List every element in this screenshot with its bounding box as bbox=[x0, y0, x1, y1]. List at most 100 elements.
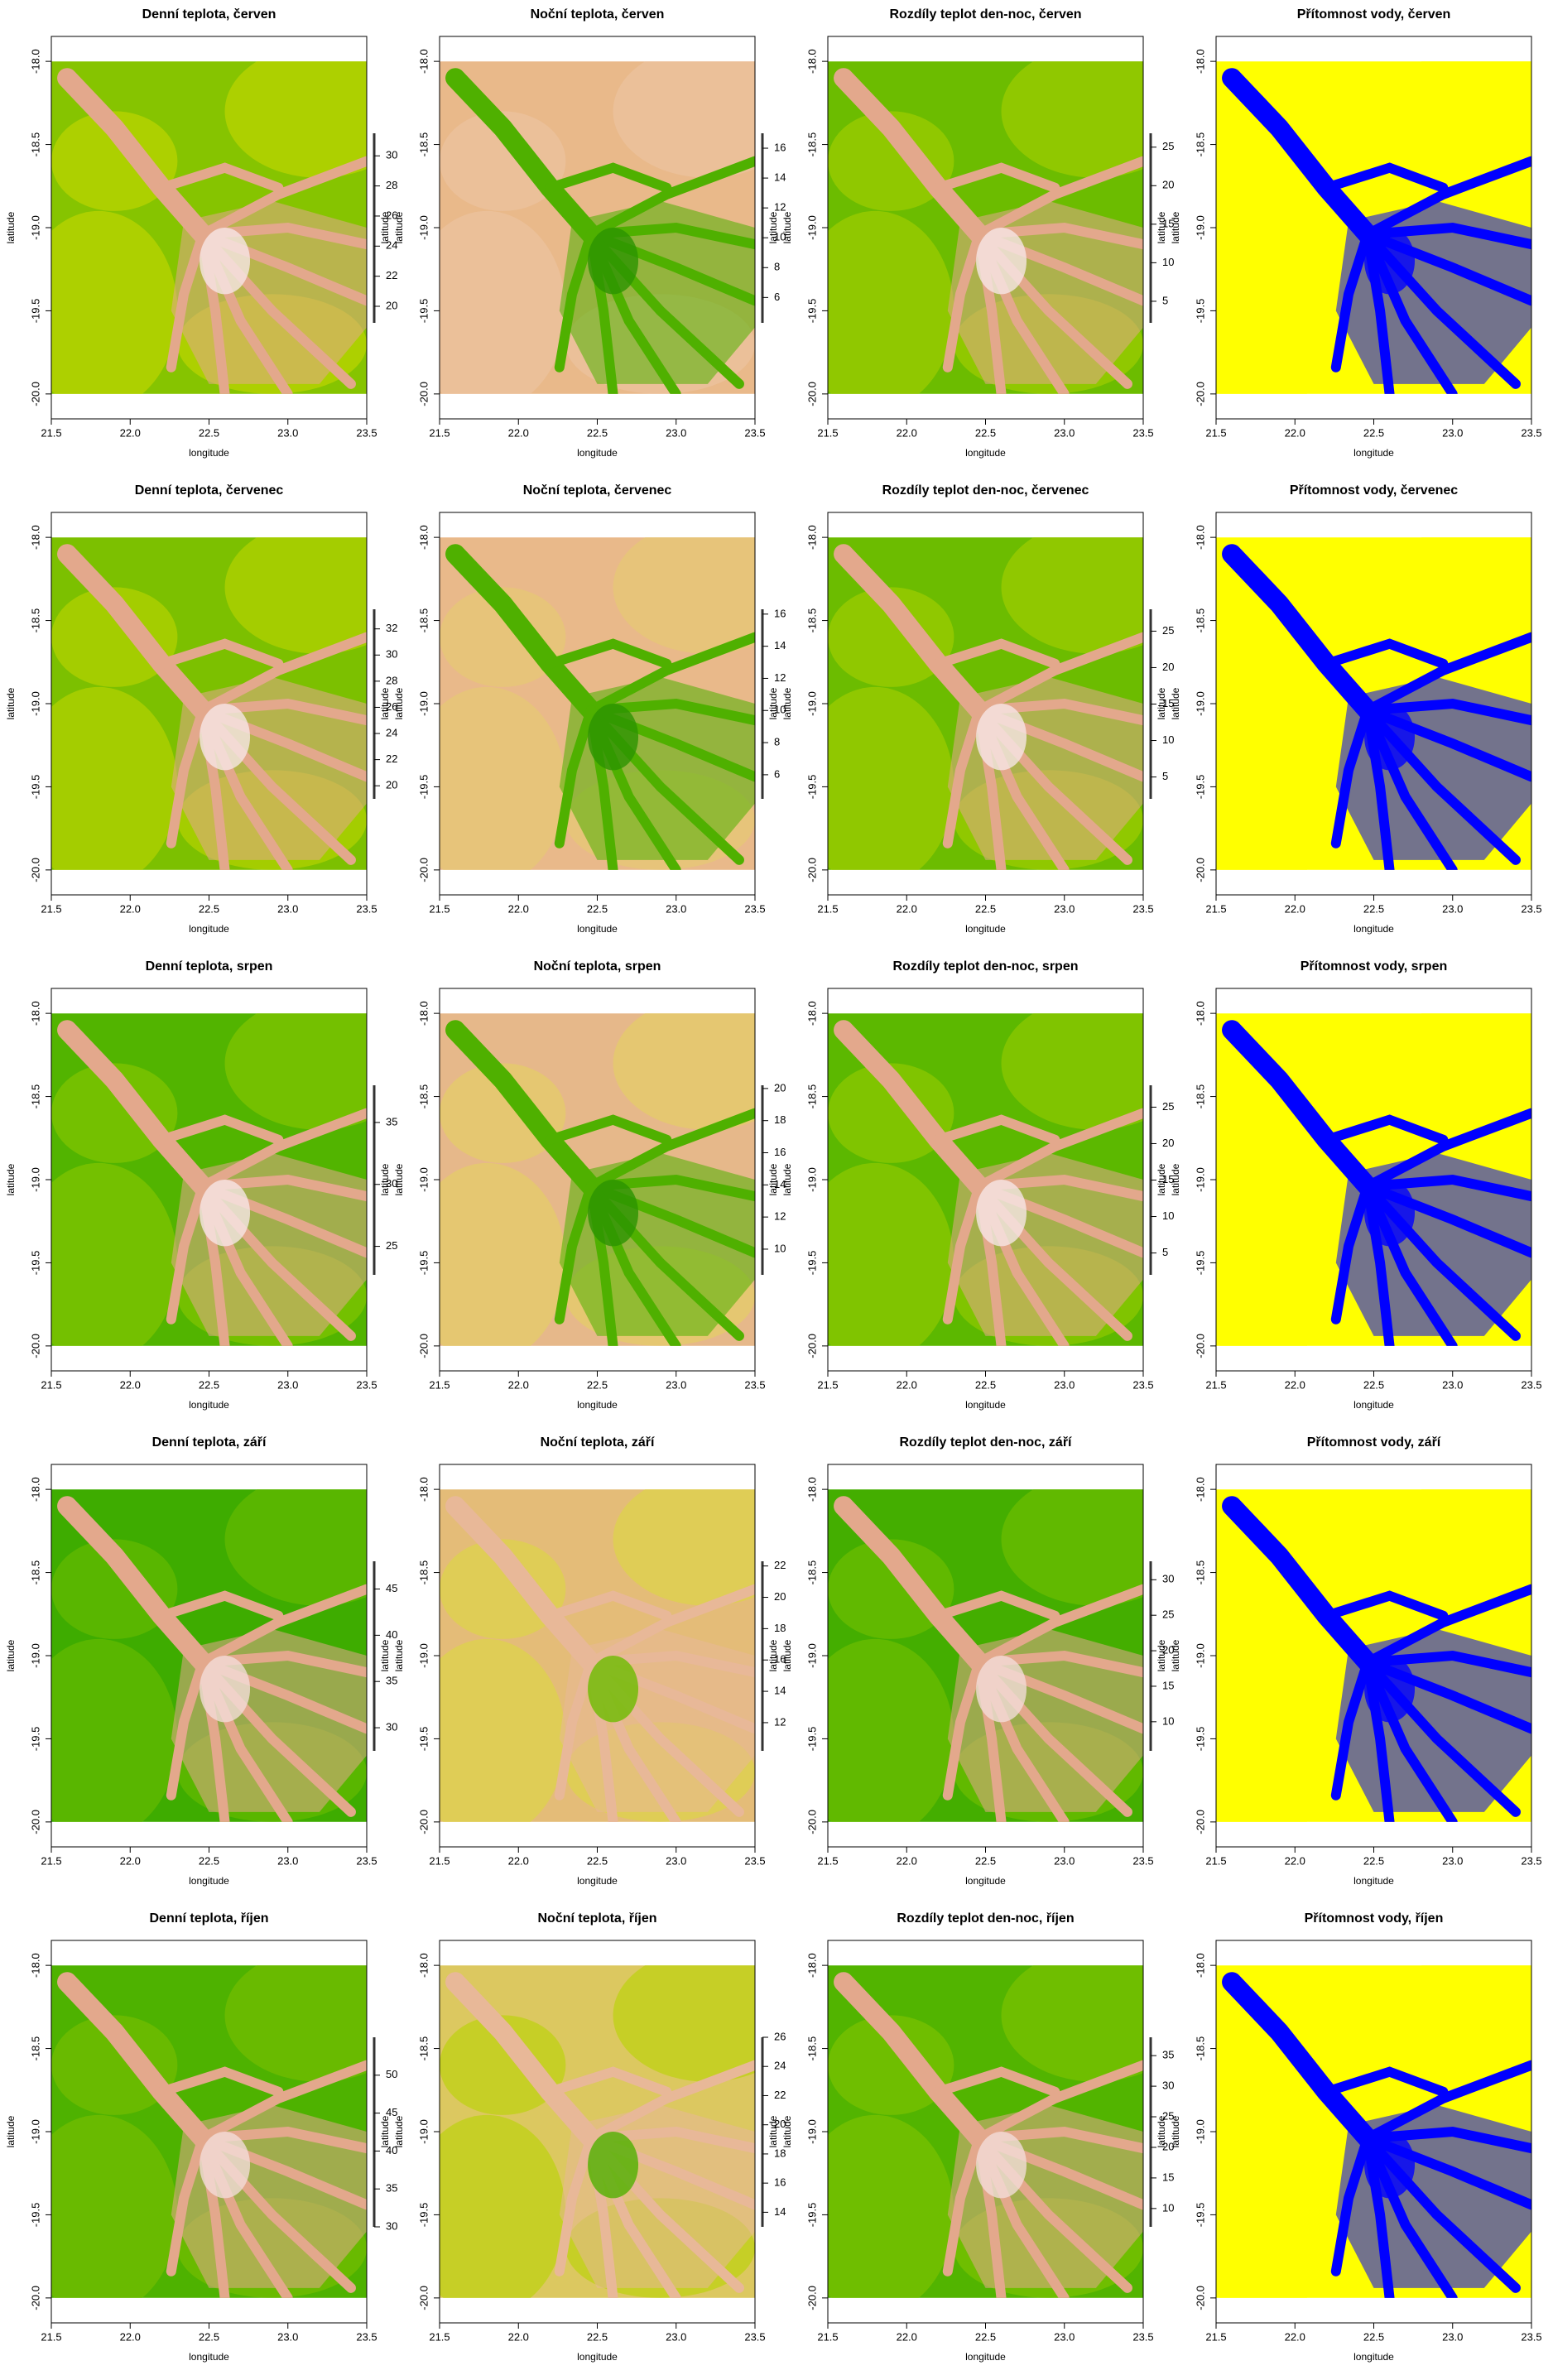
y-tick-label: -20.0 bbox=[29, 1334, 41, 1358]
colorbar-axis-label: latitude bbox=[1156, 211, 1167, 243]
y-tick-label: -19.0 bbox=[29, 2119, 41, 2144]
y-tick-label: -19.5 bbox=[1194, 775, 1206, 800]
colorbar-axis-label: latitude bbox=[767, 1163, 779, 1195]
chart-title: Denní teplota, září bbox=[152, 1435, 267, 1450]
x-tick-label: 21.5 bbox=[429, 902, 450, 915]
colorbar-axis-label: latitude bbox=[767, 2115, 779, 2147]
y-tick-label: -18.5 bbox=[29, 2036, 41, 2061]
colorbar-tick-label: 30 bbox=[1162, 2079, 1174, 2092]
chart-title: Denní teplota, červenec bbox=[135, 483, 284, 498]
raster-patch bbox=[1002, 45, 1191, 178]
x-tick-label: 22.5 bbox=[587, 1854, 608, 1867]
panel: Rozdíly teplot den-noc, říjen21.522.022.… bbox=[781, 1911, 1190, 2363]
x-tick-label: 23.5 bbox=[1521, 1378, 1541, 1391]
colorbar-tick-label: 30 bbox=[386, 648, 397, 661]
colorbar-tick-label: 10 bbox=[1162, 1714, 1174, 1727]
colorbar-tick-label: 5 bbox=[1162, 294, 1168, 306]
colorbar-tick-label: 15 bbox=[1162, 2171, 1174, 2183]
panel: Denní teplota, září21.522.022.523.023.5-… bbox=[5, 1435, 414, 1887]
colorbar-tick-label: 12 bbox=[774, 201, 786, 214]
colorbar-tick-label: 22 bbox=[386, 269, 397, 281]
x-tick-label: 23.5 bbox=[1132, 1378, 1153, 1391]
colorbar-tick-label: 25 bbox=[1162, 624, 1174, 637]
delta-core bbox=[1364, 704, 1415, 770]
x-tick-label: 23.5 bbox=[356, 902, 377, 915]
y-tick-label: -18.0 bbox=[1194, 525, 1206, 550]
y-tick-label: -18.0 bbox=[417, 49, 430, 74]
y-tick-label: -19.5 bbox=[29, 1251, 41, 1276]
x-tick-label: 23.0 bbox=[1442, 2330, 1463, 2343]
raster-patch bbox=[1185, 687, 1343, 887]
x-tick-label: 22.0 bbox=[120, 1854, 141, 1867]
x-tick-label: 23.5 bbox=[744, 1854, 765, 1867]
y-tick-label: -18.0 bbox=[805, 1477, 818, 1502]
chart-title: Denní teplota, červen bbox=[142, 7, 276, 22]
raster bbox=[408, 521, 802, 887]
colorbar-tick-label: 14 bbox=[774, 2205, 786, 2218]
y-tick-label: -19.5 bbox=[805, 2203, 818, 2228]
y-tick-label: -18.0 bbox=[1194, 49, 1206, 74]
y-tick-label: -19.5 bbox=[805, 299, 818, 324]
y-tick-label: -19.0 bbox=[805, 691, 818, 716]
colorbar-tick-label: 20 bbox=[386, 299, 397, 311]
chart-title: Noční teplota, říjen bbox=[537, 1911, 656, 1926]
chart-title: Rozdíly teplot den-noc, srpen bbox=[892, 959, 1078, 974]
figure: Denní teplota, červen 21.5 22.0 22.5 23.0 23.… bbox=[0, 0, 1553, 2380]
colorbar-tick-label: 30 bbox=[1162, 1573, 1174, 1585]
y-axis-label: latitude bbox=[5, 2115, 17, 2147]
y-tick-label: -19.0 bbox=[805, 1643, 818, 1668]
colorbar-tick-label: 6 bbox=[774, 291, 780, 303]
y-tick-label: -20.0 bbox=[1194, 1810, 1206, 1834]
x-axis-label: longitude bbox=[965, 1399, 1006, 1411]
delta-core bbox=[976, 704, 1027, 770]
y-axis-label: latitude bbox=[393, 1163, 405, 1195]
panel: Rozdíly teplot den-noc, srpen21.522.022.… bbox=[781, 959, 1190, 1411]
y-axis-label: latitude bbox=[1170, 1639, 1181, 1671]
x-tick-label: 21.5 bbox=[1205, 1854, 1226, 1867]
y-tick-label: -18.5 bbox=[417, 2036, 430, 2061]
colorbar-tick-label: 40 bbox=[386, 1628, 397, 1641]
x-tick-label: 23.5 bbox=[356, 426, 377, 439]
y-tick-label: -20.0 bbox=[1194, 858, 1206, 882]
y-tick-label: -19.5 bbox=[417, 775, 430, 800]
x-tick-label: 22.5 bbox=[199, 1378, 219, 1391]
y-tick-label: -18.5 bbox=[1194, 608, 1206, 633]
x-tick-label: 22.5 bbox=[199, 1854, 219, 1867]
y-axis-label: latitude bbox=[781, 1163, 793, 1195]
x-tick-label: 22.0 bbox=[1285, 426, 1305, 439]
raster-patch bbox=[20, 1163, 178, 1363]
y-tick-label: -18.5 bbox=[29, 1084, 41, 1109]
x-tick-label: 22.0 bbox=[120, 1378, 141, 1391]
colorbar-tick-label: 30 bbox=[386, 149, 397, 161]
y-tick-label: -19.5 bbox=[29, 299, 41, 324]
colorbar-tick-label: 20 bbox=[386, 779, 397, 791]
x-tick-label: 22.5 bbox=[975, 1378, 996, 1391]
y-tick-label: -18.5 bbox=[29, 608, 41, 633]
y-tick-label: -18.0 bbox=[417, 1477, 430, 1502]
x-axis-label: longitude bbox=[577, 447, 618, 459]
x-tick-label: 22.0 bbox=[120, 2330, 141, 2343]
x-axis-label: longitude bbox=[1353, 447, 1394, 459]
colorbar-tick-label: 24 bbox=[774, 2060, 786, 2072]
delta-core bbox=[200, 2132, 250, 2198]
raster-patch bbox=[20, 687, 178, 887]
colorbar-tick-label: 32 bbox=[386, 622, 397, 634]
x-tick-label: 23.0 bbox=[666, 1378, 686, 1391]
x-tick-label: 23.5 bbox=[1132, 902, 1153, 915]
colorbar-tick-label: 30 bbox=[386, 2219, 397, 2232]
chart-title: Přítomnost vody, červen bbox=[1297, 7, 1451, 22]
y-tick-label: -18.5 bbox=[805, 1084, 818, 1109]
raster-patch bbox=[613, 45, 803, 178]
x-tick-label: 23.0 bbox=[666, 1854, 686, 1867]
colorbar-axis-label: latitude bbox=[1156, 1163, 1167, 1195]
x-tick-label: 21.5 bbox=[817, 1378, 838, 1391]
x-tick-label: 23.5 bbox=[1521, 426, 1541, 439]
x-tick-label: 21.5 bbox=[1205, 1378, 1226, 1391]
x-axis-label: longitude bbox=[1353, 1399, 1394, 1411]
chart-title: Přítomnost vody, srpen bbox=[1301, 959, 1448, 974]
y-tick-label: -19.0 bbox=[29, 1167, 41, 1192]
x-tick-label: 21.5 bbox=[41, 1854, 61, 1867]
x-tick-label: 23.0 bbox=[1054, 1378, 1075, 1391]
delta-core bbox=[1364, 228, 1415, 294]
raster-patch bbox=[1002, 1949, 1191, 2082]
